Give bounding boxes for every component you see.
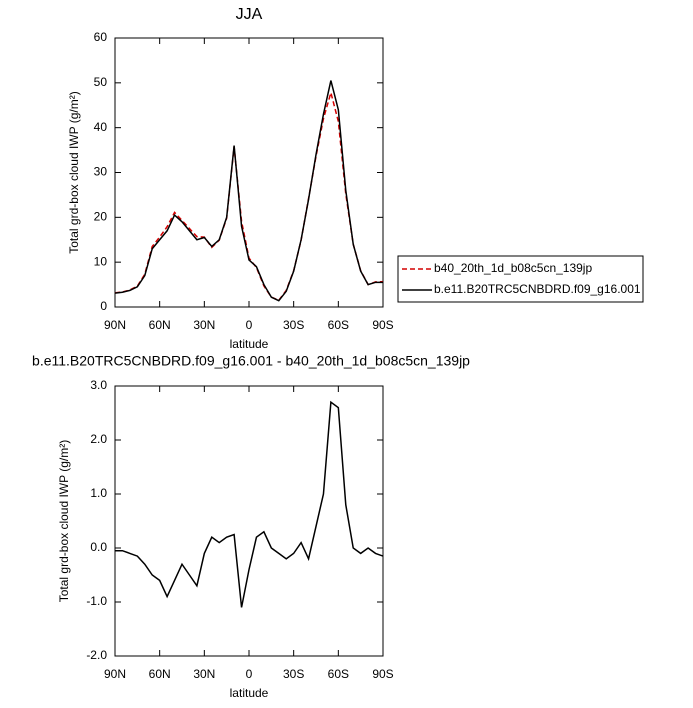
legend-box	[397, 255, 644, 303]
plot-frame	[114, 385, 384, 657]
y-tick-label: -2.0	[86, 648, 107, 662]
x-tick-label: 90N	[104, 667, 126, 681]
x-tick-label: 90S	[372, 667, 393, 681]
x-tick-label: 90N	[104, 318, 126, 332]
legend-label: b40_20th_1d_b08c5cn_139jp	[434, 261, 592, 275]
y-tick-label: 3.0	[90, 378, 107, 392]
y-tick-label: 10	[94, 254, 108, 268]
x-tick-label: 30S	[283, 318, 304, 332]
x-tick-label: 0	[246, 318, 253, 332]
y-tick-label: -1.0	[86, 594, 107, 608]
y-tick-label: 60	[94, 30, 108, 44]
y-tick-label: 0	[100, 299, 107, 313]
x-tick-label: 90S	[372, 318, 393, 332]
x-axis-label: latitude	[230, 686, 269, 700]
y-tick-label: 1.0	[90, 486, 107, 500]
y-tick-label: 50	[94, 75, 108, 89]
legend-label: b.e11.B20TRC5CNBDRD.f09_g16.001	[434, 282, 641, 296]
chart-title: JJA	[236, 6, 263, 23]
x-tick-label: 30S	[283, 667, 304, 681]
x-tick-label: 30N	[193, 667, 215, 681]
chart-title: b.e11.B20TRC5CNBDRD.f09_g16.001 - b40_20…	[32, 353, 470, 369]
y-tick-label: 30	[94, 165, 108, 179]
y-tick-label: 2.0	[90, 432, 107, 446]
y-tick-label: 0.0	[90, 540, 107, 554]
x-tick-label: 60N	[149, 667, 171, 681]
y-axis-label: Total grd-box cloud IWP (g/m²)	[57, 440, 71, 603]
data-line	[114, 89, 384, 302]
x-tick-label: 60N	[149, 318, 171, 332]
data-line	[115, 400, 384, 608]
data-line	[114, 80, 383, 302]
y-tick-label: 20	[94, 210, 108, 224]
x-tick-label: 30N	[193, 318, 215, 332]
x-tick-label: 60S	[328, 667, 349, 681]
x-tick-label: 0	[246, 667, 253, 681]
y-tick-label: 40	[94, 120, 108, 134]
y-axis-label: Total grd-box cloud IWP (g/m²)	[67, 91, 81, 254]
x-tick-label: 60S	[328, 318, 349, 332]
x-axis-label: latitude	[230, 337, 269, 351]
plot-frame	[114, 37, 384, 308]
